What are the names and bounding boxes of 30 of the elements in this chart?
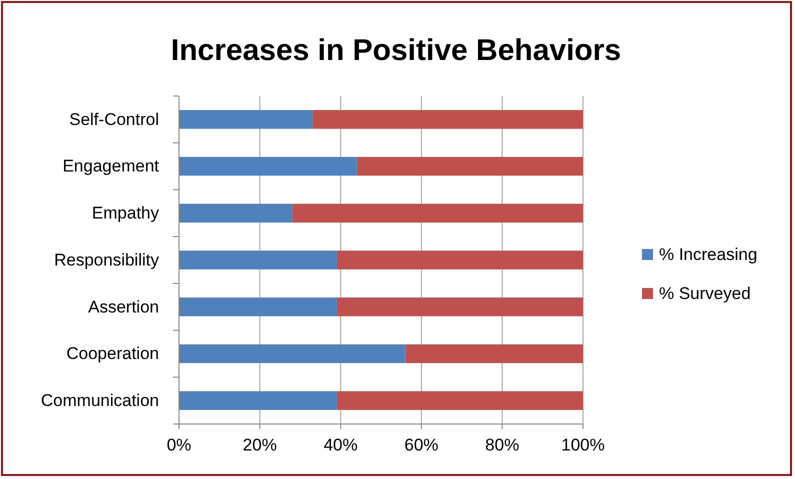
y-tick-label: Assertion (88, 297, 159, 316)
x-tick-label: 80% (485, 436, 520, 455)
bar (179, 156, 357, 176)
bar (179, 204, 292, 223)
bar (312, 110, 583, 129)
x-tick-label: 40% (324, 436, 358, 455)
x-tick-label: 100% (561, 436, 605, 455)
legend-label: % Surveyed (659, 284, 751, 303)
bar (336, 391, 583, 410)
y-tick-label: Cooperation (66, 344, 159, 364)
y-tick-label: Self-Control (69, 110, 159, 129)
bar (179, 110, 312, 129)
chart-title: Increases in Positive Behaviors (170, 34, 622, 67)
y-tick-label: Engagement (62, 156, 160, 176)
bar (292, 204, 583, 223)
x-tick-label: 20% (242, 436, 277, 455)
x-tick-label: 0% (166, 436, 192, 455)
y-tick-label: Empathy (92, 204, 160, 223)
y-tick-label: Communication (40, 391, 159, 410)
bar (179, 297, 337, 316)
bar (336, 250, 583, 270)
bar (405, 344, 583, 364)
y-tick-label: Responsibility (54, 250, 160, 270)
x-tick-label: 60% (404, 436, 438, 455)
bar (336, 297, 583, 316)
bar (179, 391, 337, 410)
bar (179, 250, 337, 270)
bar (179, 344, 406, 364)
legend-label: % Increasing (659, 245, 758, 264)
bar (356, 156, 583, 176)
